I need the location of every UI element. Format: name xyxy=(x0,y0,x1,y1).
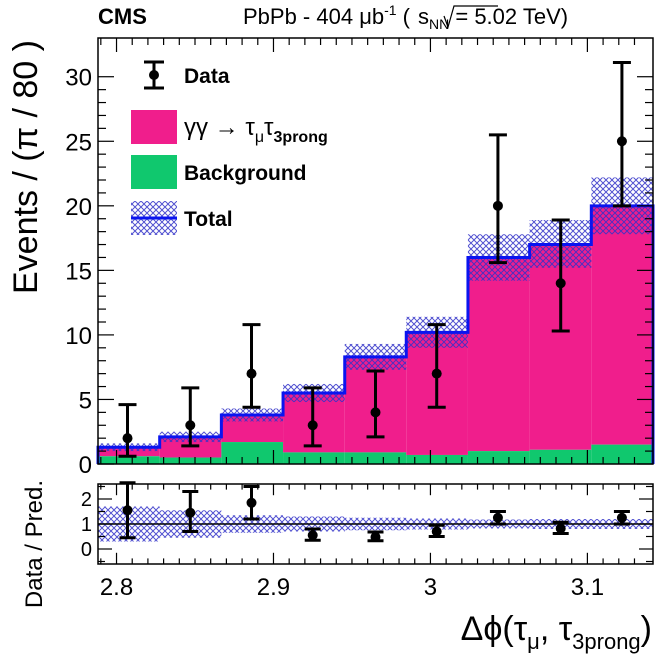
data-point xyxy=(370,407,381,418)
main-plot-frame xyxy=(97,37,654,465)
data-point xyxy=(185,420,196,431)
data-point xyxy=(555,278,566,289)
background-bar xyxy=(344,452,407,464)
ratio-point xyxy=(555,523,566,534)
legend-total-label: Total xyxy=(184,208,233,231)
legend-data-marker xyxy=(149,70,159,80)
ratio-point xyxy=(185,507,196,518)
ratio-y-tick-label: 1 xyxy=(81,514,92,536)
background-bar xyxy=(221,442,284,464)
y-tick-label: 30 xyxy=(65,65,92,92)
background-bar xyxy=(529,449,592,464)
signal-bar xyxy=(591,205,653,445)
x-tick-label: 2.8 xyxy=(100,574,133,601)
y-tick-label: 25 xyxy=(65,129,92,156)
ratio-point xyxy=(246,497,257,508)
y-tick-label: 15 xyxy=(65,258,92,285)
ratio-plot-area xyxy=(98,481,653,543)
background-bar xyxy=(591,444,653,464)
background-bar xyxy=(406,454,468,464)
luminosity-label: PbPb - 404 μb-1 (sNN = 5.02 TeV) xyxy=(243,2,568,32)
data-point xyxy=(246,368,257,379)
ratio-point xyxy=(122,505,133,516)
background-bar xyxy=(159,457,222,464)
ratio-y-axis-title: Data / Pred. xyxy=(21,480,48,608)
x-tick-label: 3 xyxy=(424,574,437,601)
ratio-y-tick-label: 2 xyxy=(81,489,92,511)
legend-data-label: Data xyxy=(184,65,230,88)
data-point xyxy=(431,368,442,379)
ratio-point xyxy=(431,526,442,537)
y-tick-label: 20 xyxy=(65,194,92,221)
x-tick-label: 3.1 xyxy=(571,574,604,601)
background-bar xyxy=(98,456,160,464)
y-tick-label: 10 xyxy=(65,323,92,350)
legend-background-label: Background xyxy=(184,162,307,185)
data-point xyxy=(307,420,318,431)
data-point xyxy=(492,200,503,211)
ratio-y-tick-label: 0 xyxy=(81,539,92,561)
legend-signal-swatch xyxy=(131,110,177,144)
main-plot-area xyxy=(96,61,655,464)
signal-bar xyxy=(467,257,530,452)
ratio-point xyxy=(492,512,503,523)
legend-background-swatch xyxy=(131,155,177,189)
legend-signal-label: γγ → τμτ3prong xyxy=(184,114,328,146)
x-axis-title: Δϕ(τμ, τ3prong) xyxy=(461,610,652,654)
y-tick-label: 5 xyxy=(79,387,92,414)
data-point xyxy=(616,136,627,147)
data-point xyxy=(122,433,133,444)
legend: Data γγ → τμτ3prong Background Total xyxy=(131,60,328,235)
ratio-point xyxy=(307,530,318,541)
ratio-point xyxy=(616,512,627,523)
cms-label: CMS xyxy=(98,4,147,29)
ratio-point xyxy=(370,532,381,542)
total-line xyxy=(96,204,655,464)
ratio-axis-ticks: 0 1 2 xyxy=(81,485,653,563)
sqrt-symbol xyxy=(443,5,498,29)
background-bar xyxy=(283,452,345,464)
y-axis-title: Events / (π / 80 ) xyxy=(7,40,45,294)
background-bar xyxy=(467,451,530,464)
x-tick-label: 2.9 xyxy=(257,574,290,601)
y-tick-label: 0 xyxy=(79,452,92,479)
